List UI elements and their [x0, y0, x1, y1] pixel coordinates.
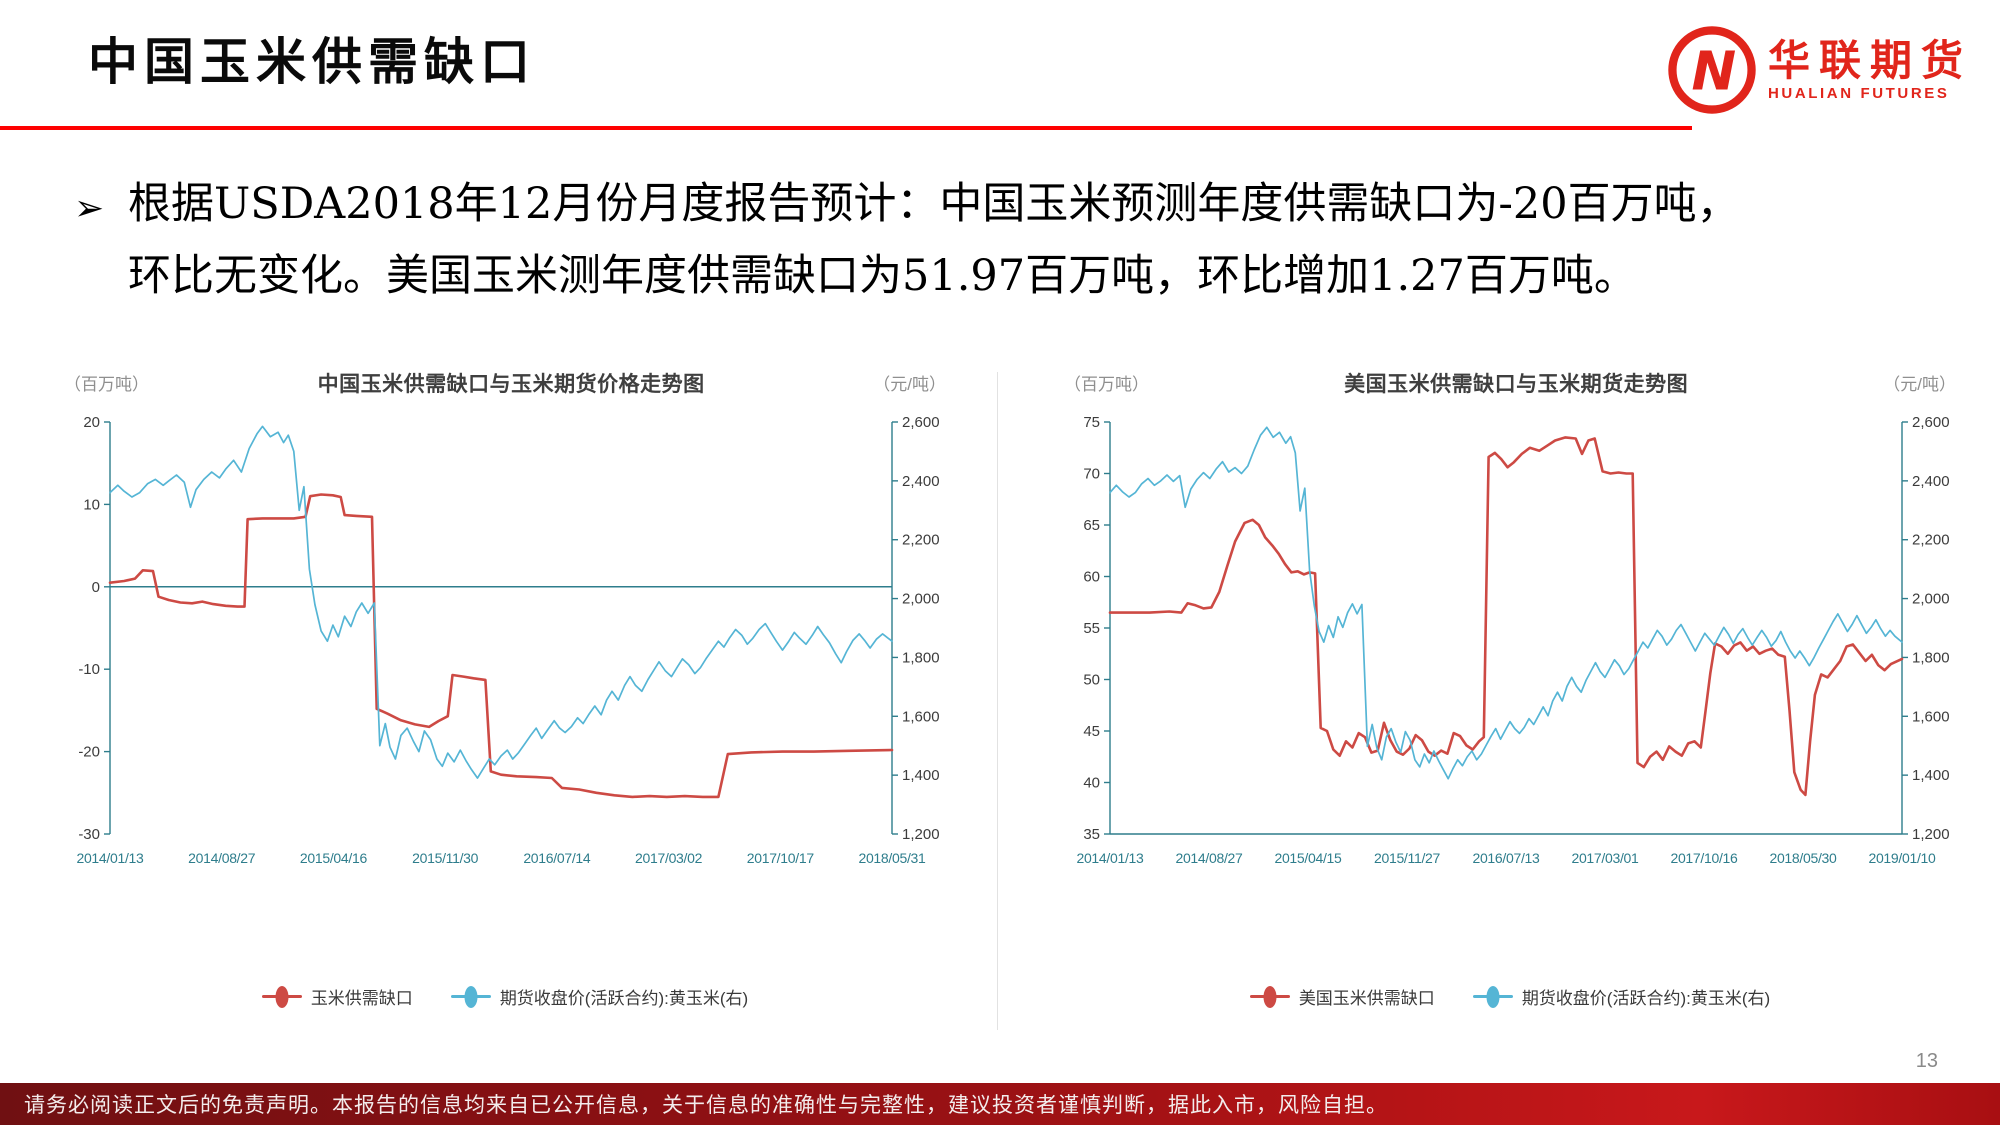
- panel-divider: [997, 372, 998, 1030]
- y-left-tick-label: 40: [1083, 775, 1100, 792]
- y-left-tick-label: 55: [1083, 620, 1100, 637]
- bullet-text: 根据USDA2018年12月份月度报告预计：中国玉米预测年度供需缺口为-20百万…: [74, 168, 1964, 312]
- x-tick-label: 2017/03/02: [635, 850, 703, 866]
- x-tick-label: 2015/04/15: [1274, 850, 1342, 866]
- y-right-tick-label: 2,200: [902, 532, 940, 549]
- y-left-unit-label: （百万吨）: [64, 375, 149, 394]
- svg-text:N: N: [1691, 39, 1736, 102]
- x-tick-label: 2018/05/31: [858, 850, 926, 866]
- y-right-tick-label: 2,400: [902, 473, 940, 490]
- legend-label: 玉米供需缺口: [310, 989, 413, 1008]
- bullet-arrow-icon: ➢: [74, 188, 105, 229]
- x-tick-label: 2015/11/30: [412, 850, 479, 866]
- page-title: 中国玉米供需缺口: [88, 32, 536, 91]
- chart-legend-china: 玉米供需缺口 期货收盘价(活跃合约):黄玉米(右): [60, 984, 950, 1009]
- logo-text: 华联期货 HUALIAN FUTURES: [1767, 36, 1972, 103]
- y-left-tick-label: -20: [78, 744, 100, 761]
- page-number: 13: [1915, 1050, 1938, 1072]
- y-right-tick-label: 2,600: [1912, 414, 1950, 431]
- x-tick-label: 2017/03/01: [1571, 850, 1639, 866]
- y-left-tick-label: 0: [92, 579, 100, 596]
- china-corn-chart: 20 10 0 -10 -20 -30 2,600 2,400 2,200 2,000 1,800 1…: [76, 414, 940, 866]
- y-left-tick-label: 60: [1083, 569, 1100, 586]
- y-left-tick-label: -10: [78, 661, 100, 678]
- chart-title-us: 美国玉米供需缺口与玉米期货走势图: [1344, 373, 1689, 396]
- legend-marker-icon: [450, 985, 491, 1009]
- y-right-tick-label: 1,600: [902, 708, 940, 725]
- hualian-logo-icon: N: [1668, 26, 1756, 114]
- y-right-tick-label: 2,000: [902, 591, 940, 608]
- y-right-tick-label: 1,400: [902, 767, 940, 784]
- charts-row: （百万吨） 中国玉米供需缺口与玉米期货价格走势图 （元/吨） 20 10 0 -10 -…: [60, 368, 1970, 1009]
- logo-name-cn: 华联期货: [1767, 36, 1972, 84]
- y-right-tick-label: 1,200: [902, 826, 940, 843]
- bullet-paragraph: ➢ 根据USDA2018年12月份月度报告预计：中国玉米预测年度供需缺口为-20…: [74, 168, 1964, 312]
- china-corn-chart-panel: （百万吨） 中国玉米供需缺口与玉米期货价格走势图 （元/吨） 20 10 0 -10 -…: [60, 368, 950, 1009]
- series-line-blue: [109, 425, 893, 779]
- hualian-logo: N 华联期货 HUALIAN FUTURES: [1666, 24, 1972, 116]
- x-tick-label: 2018/05/30: [1769, 850, 1837, 866]
- legend-marker-icon: [1472, 985, 1513, 1009]
- legend-label: 期货收盘价(活跃合约):黄玉米(右): [1521, 989, 1771, 1008]
- x-tick-label: 2014/08/27: [1175, 850, 1243, 866]
- x-tick-label: 2014/01/13: [76, 850, 144, 866]
- series-line-red: [108, 493, 894, 799]
- y-right-tick-label: 2,000: [1912, 591, 1950, 608]
- disclaimer-text: 请务必阅读正文后的免责声明。本报告的信息均来自已公开信息，关于信息的准确性与完整…: [24, 1094, 1388, 1117]
- series-line-red: [1108, 436, 1904, 797]
- y-left-tick-label: 65: [1083, 517, 1100, 534]
- legend-label: 美国玉米供需缺口: [1298, 989, 1435, 1008]
- logo-name-en: HUALIAN FUTURES: [1767, 85, 1950, 103]
- x-tick-label: 2016/07/13: [1472, 850, 1540, 866]
- y-left-tick-label: 70: [1083, 466, 1100, 483]
- y-right-tick-label: 2,600: [902, 414, 940, 431]
- header-rule: [0, 126, 1692, 130]
- y-left-tick-label: 45: [1083, 723, 1100, 740]
- x-tick-label: 2014/08/27: [188, 850, 256, 866]
- bullet-line-1: 根据USDA2018年12月份月度报告预计：中国玉米预测年度供需缺口为-20百万…: [128, 179, 1740, 229]
- legend-marker-icon: [1249, 985, 1290, 1009]
- y-left-tick-label: 75: [1083, 414, 1100, 431]
- y-left-tick-label: 35: [1083, 826, 1100, 843]
- y-left-unit-label: （百万吨）: [1064, 375, 1149, 394]
- bullet-line-2: 环比无变化。美国玉米测年度供需缺口为51.97百万吨，环比增加1.27百万吨。: [128, 251, 1637, 301]
- legend-item: 期货收盘价(活跃合约):黄玉米(右): [1472, 984, 1771, 1009]
- us-corn-chart: 75 70 65 60 55 50 45 40 35 2,600 2,400 2,200 2,000 1,…: [1076, 414, 1950, 866]
- y-right-unit-label: （元/吨）: [873, 375, 946, 394]
- y-left-tick-label: 50: [1083, 672, 1100, 689]
- x-tick-label: 2019/01/10: [1868, 850, 1936, 866]
- chart-legend-us: 美国玉米供需缺口 期货收盘价(活跃合约):黄玉米(右): [1060, 984, 1960, 1009]
- x-tick-label: 2017/10/16: [1670, 850, 1738, 866]
- legend-item: 玉米供需缺口: [261, 984, 413, 1009]
- disclaimer-footer: 请务必阅读正文后的免责声明。本报告的信息均来自已公开信息，关于信息的准确性与完整…: [0, 1083, 2000, 1125]
- y-left-tick-label: 10: [83, 496, 100, 513]
- series-line-blue: [1109, 426, 1903, 780]
- legend-marker-icon: [261, 985, 302, 1009]
- x-tick-label: 2015/04/16: [300, 850, 368, 866]
- y-right-tick-label: 2,200: [1912, 532, 1950, 549]
- chart-title-china: 中国玉米供需缺口与玉米期货价格走势图: [317, 373, 705, 396]
- chart-header: （百万吨） 中国玉米供需缺口与玉米期货价格走势图 （元/吨）: [60, 368, 950, 410]
- y-left-tick-label: 20: [83, 414, 100, 431]
- y-right-tick-label: 1,600: [1912, 708, 1950, 725]
- legend-item: 美国玉米供需缺口: [1249, 984, 1435, 1009]
- x-tick-label: 2015/11/27: [1374, 850, 1441, 866]
- y-left-tick-label: -30: [78, 826, 100, 843]
- x-tick-label: 2017/10/17: [747, 850, 815, 866]
- y-right-tick-label: 1,800: [902, 649, 940, 666]
- x-tick-label: 2014/01/13: [1076, 850, 1144, 866]
- legend-item: 期货收盘价(活跃合约):黄玉米(右): [450, 984, 749, 1009]
- us-corn-chart-panel: （百万吨） 美国玉米供需缺口与玉米期货走势图 （元/吨） 75 70 65 60 55 5…: [1060, 368, 1960, 1009]
- y-right-tick-label: 2,400: [1912, 473, 1950, 490]
- y-right-tick-label: 1,400: [1912, 767, 1950, 784]
- x-tick-label: 2016/07/14: [523, 850, 591, 866]
- legend-label: 期货收盘价(活跃合约):黄玉米(右): [499, 989, 749, 1008]
- y-right-tick-label: 1,200: [1912, 826, 1950, 843]
- y-right-tick-label: 1,800: [1912, 649, 1950, 666]
- y-right-unit-label: （元/吨）: [1883, 375, 1956, 394]
- chart-header: （百万吨） 美国玉米供需缺口与玉米期货走势图 （元/吨）: [1060, 368, 1960, 410]
